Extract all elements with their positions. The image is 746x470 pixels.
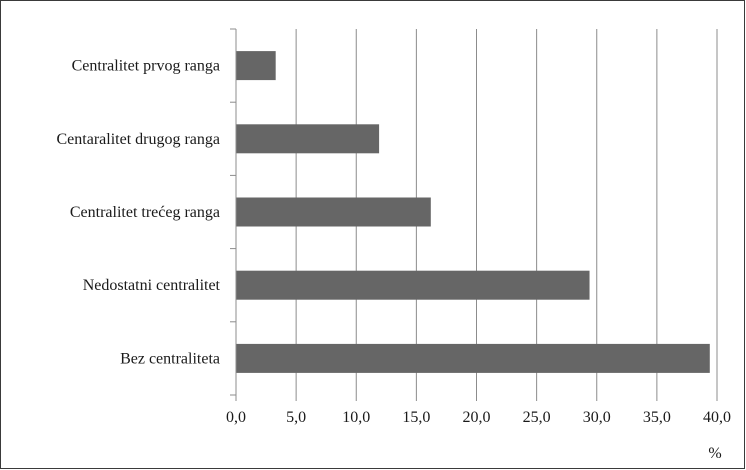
category-labels: Centralitet prvog ranga Centaralitet drug…: [57, 58, 221, 368]
category-label: Centralitet prvog ranga: [72, 58, 220, 75]
bar: [236, 270, 590, 300]
x-axis-unit-label: %: [708, 445, 721, 462]
x-tick-label: 10,0: [342, 409, 370, 426]
bar: [236, 197, 431, 227]
x-tick-label: 25,0: [523, 409, 551, 426]
x-tick-label: 5,0: [286, 409, 306, 426]
category-label: Bez centraliteta: [120, 350, 220, 367]
x-tick-label: 15,0: [402, 409, 430, 426]
x-tick-label: 0,0: [226, 409, 246, 426]
x-tick-label: 20,0: [463, 409, 491, 426]
x-tick-label: 40,0: [703, 409, 731, 426]
bar: [236, 124, 380, 154]
bar: [236, 51, 276, 81]
bar: [236, 343, 710, 373]
category-label: Centralitet trećeg ranga: [70, 204, 220, 221]
category-label: Centaralitet drugog ranga: [57, 131, 221, 148]
axes: [230, 28, 718, 401]
x-tick-label: 30,0: [583, 409, 611, 426]
category-label: Nedostatni centralitet: [83, 277, 221, 294]
x-tick-label: 35,0: [643, 409, 671, 426]
tick-labels: 0,0 5,0 10,0 15,0 20,0 25,0 30,0 35,0 40,0: [226, 409, 731, 426]
bars: [236, 51, 710, 373]
